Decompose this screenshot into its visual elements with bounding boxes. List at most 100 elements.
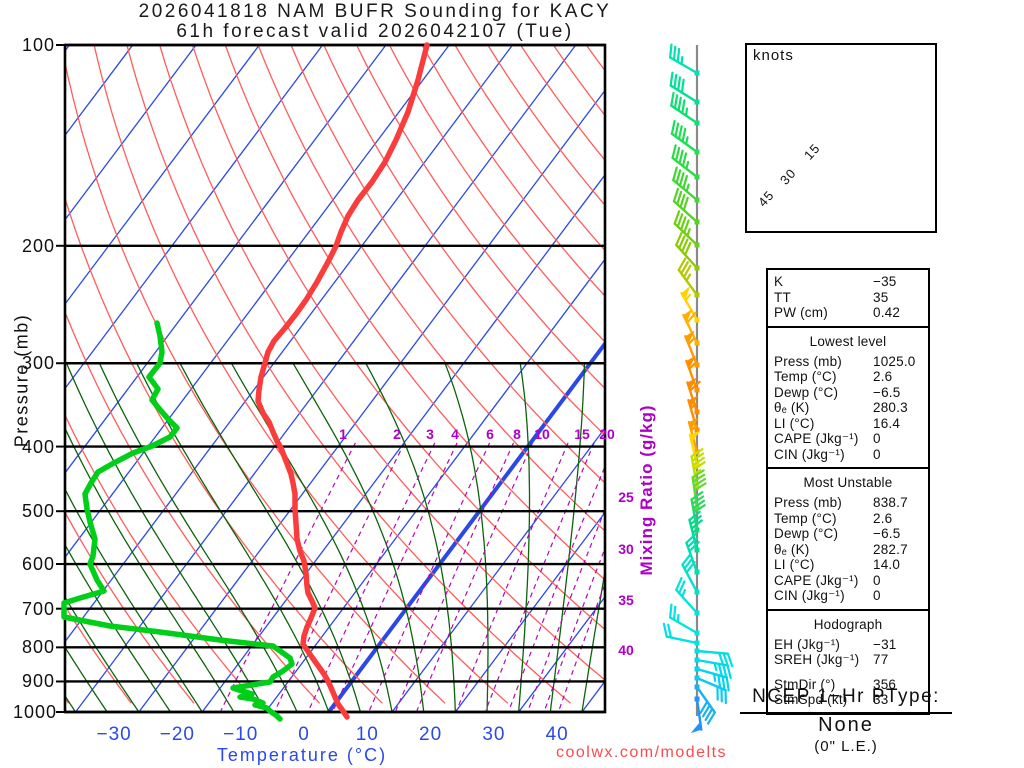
table-row-value: −6.5 <box>873 384 901 400</box>
mixing-tick-3: 3 <box>426 426 434 442</box>
temp-tick--20: −20 <box>159 724 195 745</box>
table-row-value: 280.3 <box>873 400 908 415</box>
table-row-value: 77 <box>873 652 889 667</box>
mixing-tick-4: 4 <box>451 426 459 442</box>
table-row: StmDir (°) 356 <box>774 677 922 693</box>
table-section-1: Lowest level Press (mb) 1025.0 Temp (°C) 2.6… <box>768 325 928 468</box>
table-row-value: −35 <box>873 274 897 289</box>
temperature-axis-label: Temperature (°C) <box>216 745 388 765</box>
mixing-ratio-lines <box>220 442 605 711</box>
table-row-value: 0 <box>873 431 881 446</box>
temp-tick-0: 0 <box>298 724 310 745</box>
pressure-tick-200: 200 <box>21 235 55 256</box>
table-row: Press (mb) 838.7 <box>774 495 922 511</box>
pressure-tick-400: 400 <box>21 436 55 457</box>
table-row: θₑ (K) 282.7 <box>774 542 922 558</box>
table-row-label: EH (Jkg⁻¹) <box>774 636 841 652</box>
pressure-tick-600: 600 <box>21 554 55 575</box>
temp-tick-40: 40 <box>545 724 569 745</box>
table-row-label: PW (cm) <box>774 305 828 320</box>
mixing-tick-20: 20 <box>599 426 615 442</box>
table-row-label: θₑ (K) <box>774 541 810 557</box>
pressure-tick-1000: 1000 <box>13 702 58 722</box>
mixing-tick-35: 35 <box>618 592 634 608</box>
table-row-value: 838.7 <box>873 495 908 510</box>
table-row-value: 16.4 <box>873 415 901 431</box>
ptype-value: None <box>818 714 874 736</box>
table-row-value: 0 <box>873 588 881 603</box>
table-row: PW (cm) 0.42 <box>774 305 922 321</box>
table-row: CAPE (Jkg⁻¹) 0 <box>774 431 922 447</box>
table-row: θₑ (K) 280.3 <box>774 400 922 416</box>
table-row: Temp (°C) 2.6 <box>774 369 922 385</box>
table-row-value: 33 <box>873 692 889 707</box>
table-row: LI (°C) 16.4 <box>774 416 922 432</box>
indices-table: K −35 TT 35 PW (cm) 0.42 Lowest level Press (mb… <box>766 268 930 715</box>
watermark-link[interactable]: coolwx.com/modelts <box>556 744 728 761</box>
pressure-tick-800: 800 <box>21 637 55 658</box>
mixing-tick-8: 8 <box>513 426 521 442</box>
table-row-label: θₑ (K) <box>774 400 810 415</box>
table-row-label: Press (mb) <box>774 353 843 369</box>
mixing-tick-10: 10 <box>534 426 550 442</box>
pressure-tick-900: 900 <box>21 671 55 692</box>
table-row-label: LI (°C) <box>774 415 815 431</box>
table-row: StmSpd (kt) 33 <box>774 692 922 708</box>
chart-subtitle: 61h forecast valid 2026042107 (Tue) <box>176 21 574 42</box>
mixing-tick-6: 6 <box>486 426 494 442</box>
mixing-tick-15: 15 <box>574 426 590 442</box>
plot-frame <box>63 43 607 714</box>
table-section-3: Hodograph EH (Jkg⁻¹) −31 SREH (Jkg⁻¹) 77 StmD… <box>768 608 928 713</box>
table-row-label: StmSpd (kt) <box>774 692 848 707</box>
table-row: Dewp (°C) −6.5 <box>774 385 922 401</box>
table-row-label: CAPE (Jkg⁻¹) <box>774 572 859 588</box>
table-row-value: −31 <box>873 636 897 652</box>
temperature-trace <box>255 42 430 720</box>
table-row-label: Temp (°C) <box>774 510 837 526</box>
table-row: CIN (Jkg⁻¹) 0 <box>774 588 922 604</box>
table-row-value: 356 <box>873 676 897 692</box>
dewpoint-trace <box>61 320 295 722</box>
table-section-2: Most Unstable Press (mb) 838.7 Temp (°C) 2.6… <box>768 467 928 609</box>
table-row-value: 1025.0 <box>873 353 916 369</box>
table-row: Temp (°C) 2.6 <box>774 511 922 527</box>
pressure-tick-300: 300 <box>21 353 55 374</box>
table-row-label: K <box>774 274 784 289</box>
temp-tick-30: 30 <box>482 724 506 745</box>
table-row: EH (Jkg⁻¹) −31 <box>774 637 922 653</box>
table-row-value: 0 <box>873 446 881 462</box>
table-row-value: 0.42 <box>873 305 901 320</box>
table-section-header: Hodograph <box>813 616 883 632</box>
table-row-label: CAPE (Jkg⁻¹) <box>774 431 859 446</box>
table-row-label: Dewp (°C) <box>774 384 839 400</box>
table-row-label: Dewp (°C) <box>774 526 839 541</box>
temp-tick--30: −30 <box>96 724 132 745</box>
table-row: K −35 <box>774 274 922 290</box>
hodograph-box <box>745 43 937 233</box>
pressure-tick-500: 500 <box>21 501 55 522</box>
table-row-label: TT <box>774 289 791 305</box>
mixing-tick-40: 40 <box>618 642 634 658</box>
table-row-value: 2.6 <box>873 369 893 384</box>
table-row-label: CIN (Jkg⁻¹) <box>774 588 845 603</box>
table-row-value: 2.6 <box>873 510 893 526</box>
pressure-tick-100: 100 <box>21 35 55 55</box>
table-row: TT 35 <box>774 290 922 306</box>
mixing-tick-2: 2 <box>393 426 401 442</box>
table-row-label: Press (mb) <box>774 495 843 510</box>
temp-tick-20: 20 <box>419 724 443 745</box>
table-row: CIN (Jkg⁻¹) 0 <box>774 447 922 463</box>
hodograph-units-label: knots <box>753 47 794 64</box>
table-row-label: Temp (°C) <box>774 369 837 384</box>
table-spacer <box>774 668 922 677</box>
table-section-header: Lowest level <box>809 333 887 349</box>
table-row-label: CIN (Jkg⁻¹) <box>774 446 845 462</box>
table-row: LI (°C) 14.0 <box>774 557 922 573</box>
ptype-heading: NCEP 1−Hr PType: <box>740 686 952 714</box>
chart-title: 2026041818 NAM BUFR Sounding for KACY <box>138 1 612 22</box>
ptype-liquid-equivalent: (0" L.E.) <box>814 738 878 755</box>
table-row: SREH (Jkg⁻¹) 77 <box>774 652 922 668</box>
